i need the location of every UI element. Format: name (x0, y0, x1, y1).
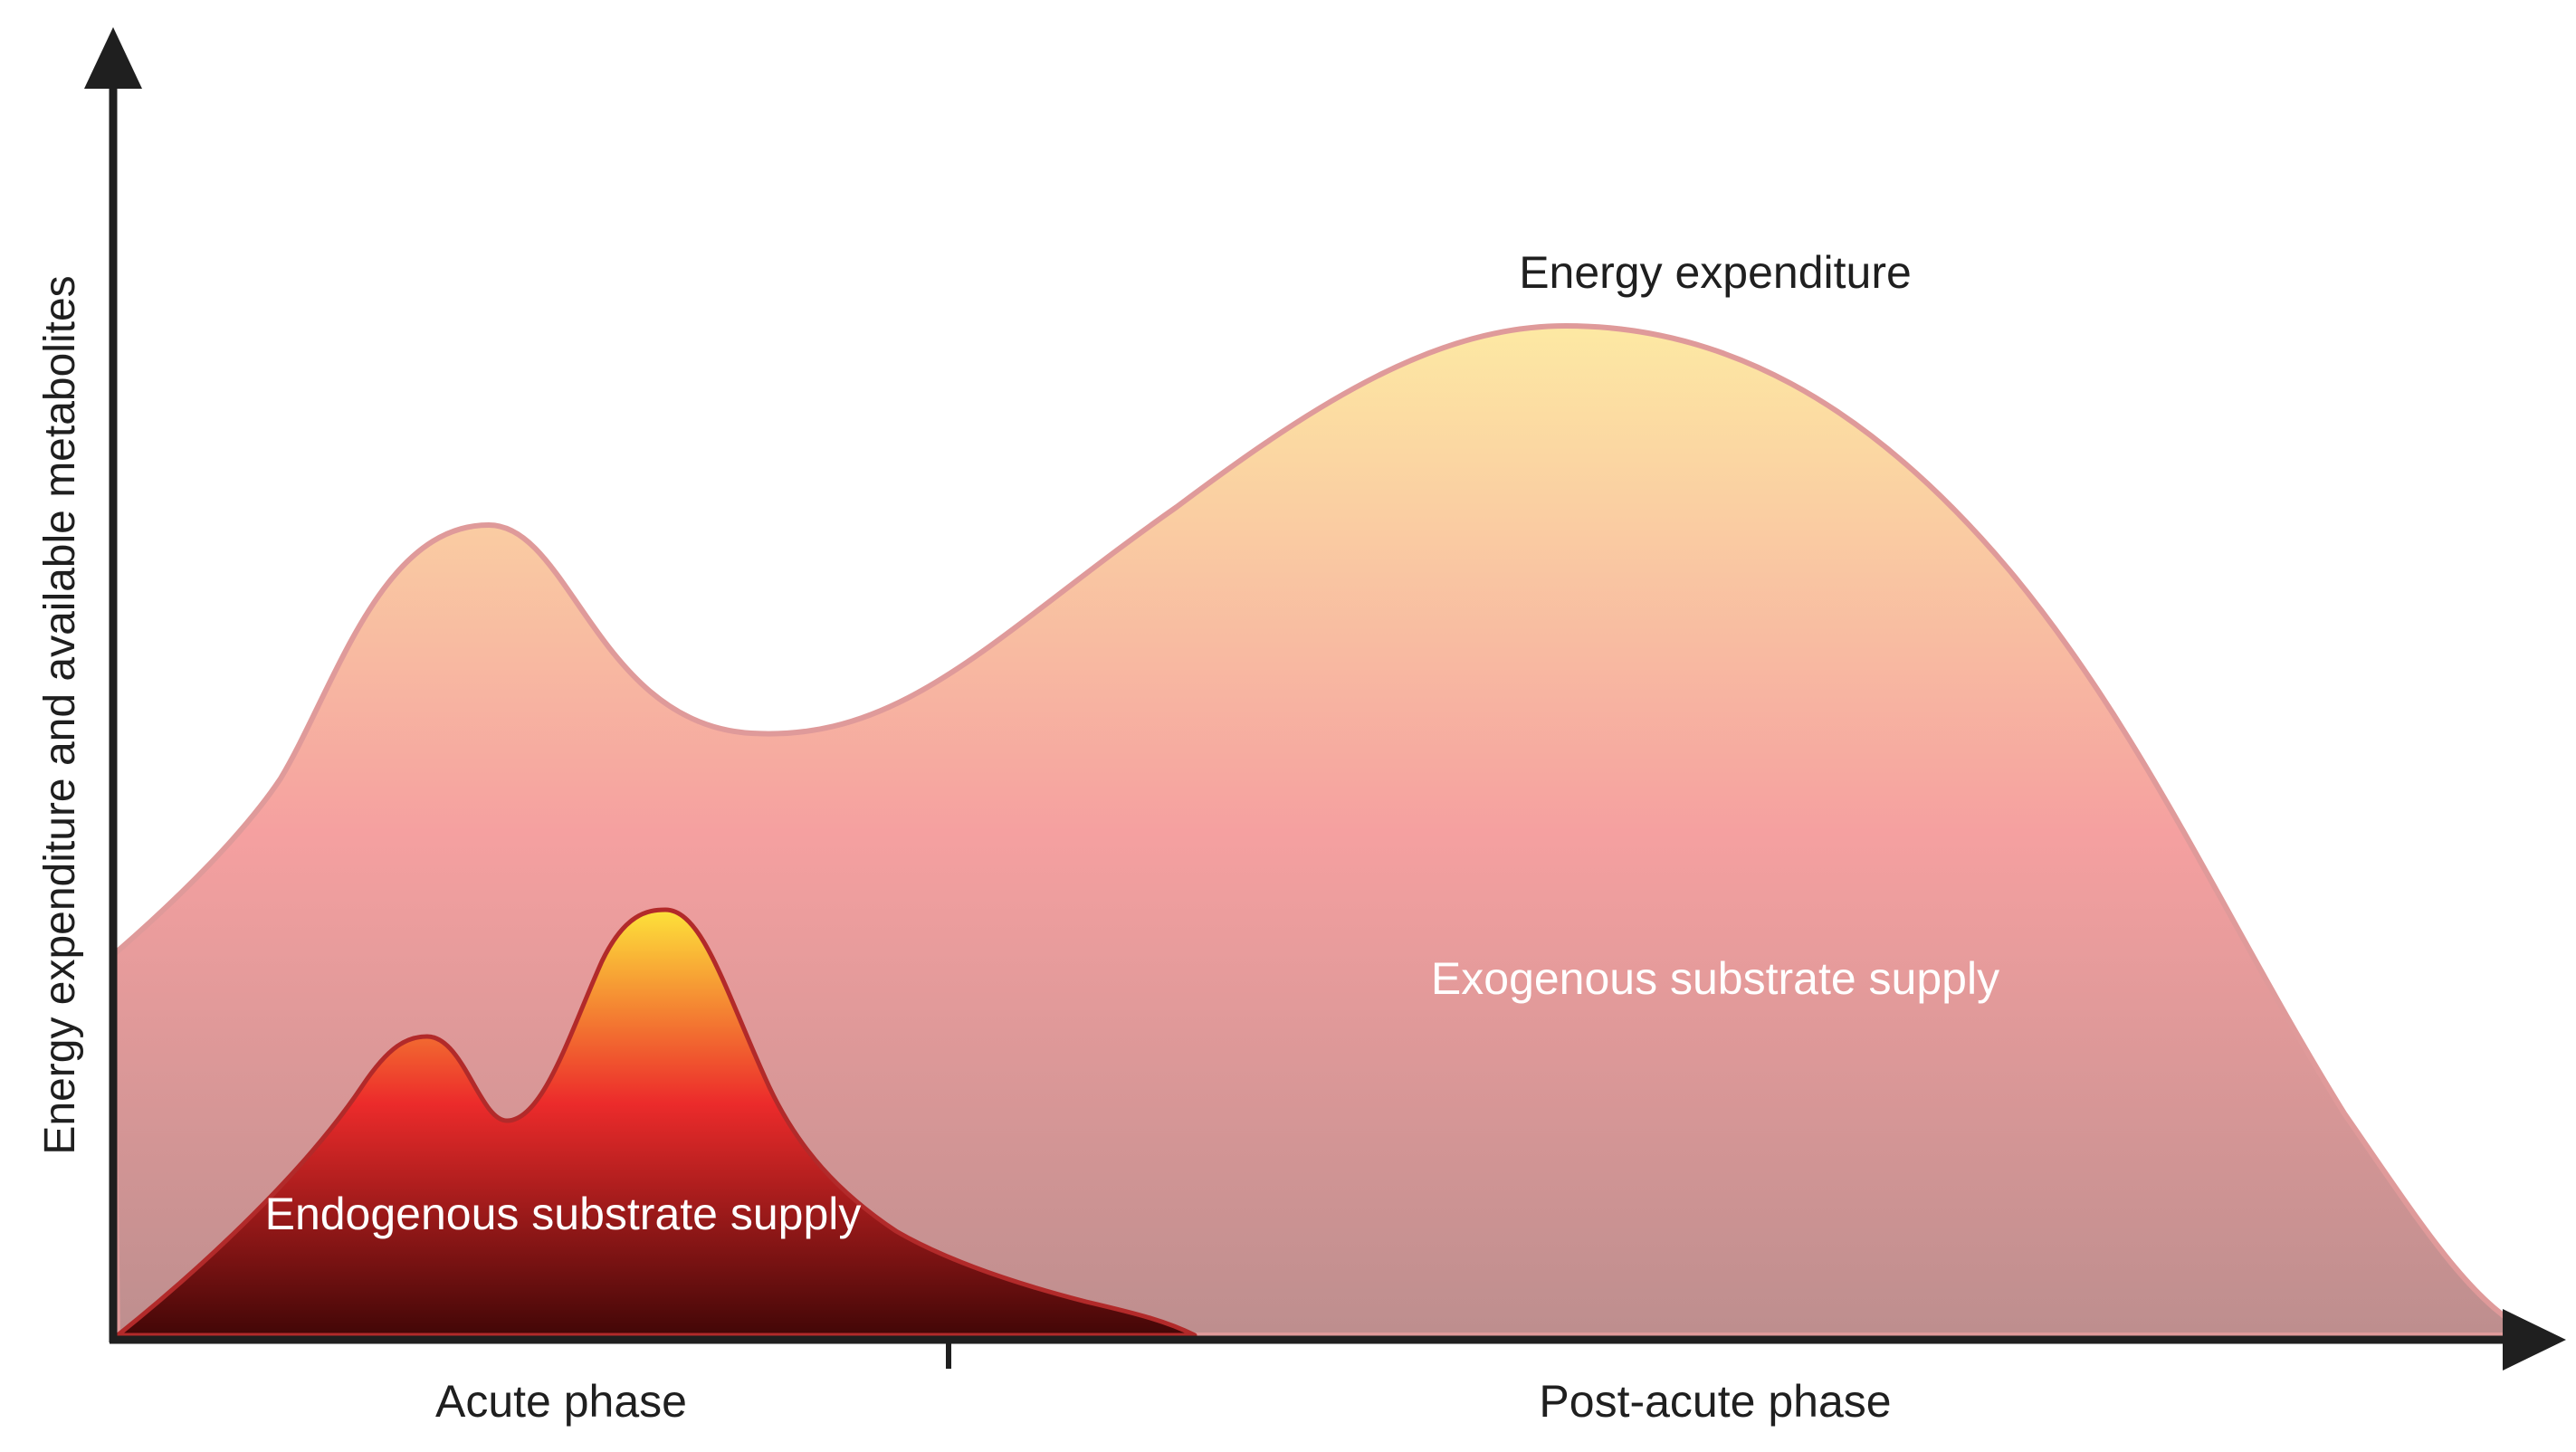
acute-phase-label: Acute phase (435, 1376, 687, 1427)
endogenous-supply-label: Endogenous substrate supply (265, 1189, 862, 1239)
endogenous-supply-area (115, 907, 1197, 1338)
y-axis-arrowhead (84, 27, 142, 89)
energy-expenditure-label: Energy expenditure (1519, 247, 1912, 298)
y-axis-label: Energy expenditure and available metabol… (36, 275, 84, 1154)
exogenous-supply-label: Exogenous substrate supply (1431, 953, 1999, 1004)
x-axis-arrowhead (2503, 1309, 2566, 1371)
post-acute-phase-label: Post-acute phase (1539, 1376, 1891, 1427)
axes (84, 27, 2566, 1371)
